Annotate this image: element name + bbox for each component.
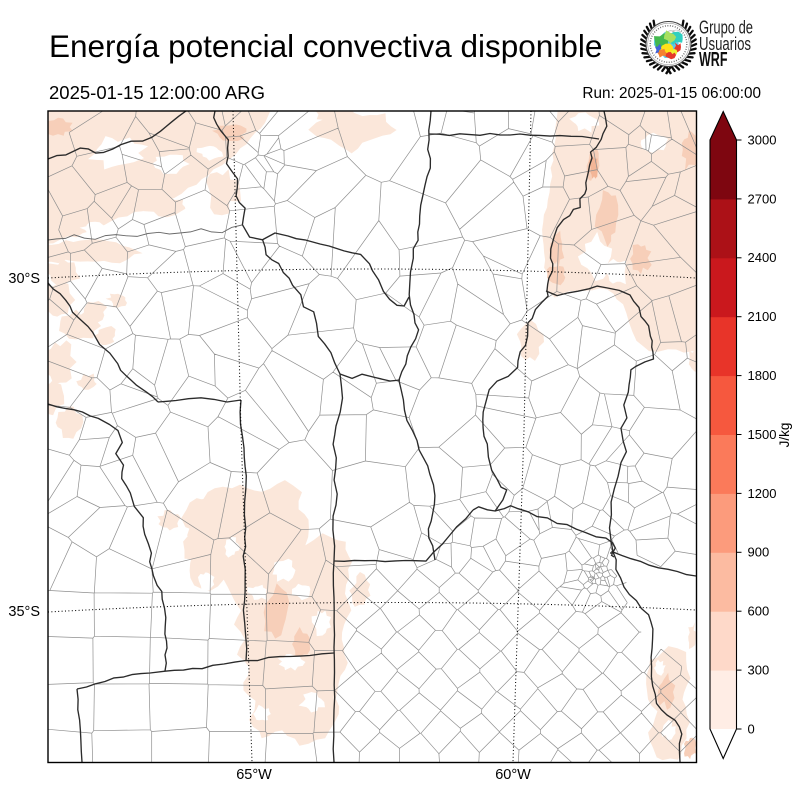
svg-text:2025-01-15 12:00:00 ARG: 2025-01-15 12:00:00 ARG bbox=[49, 82, 265, 103]
svg-text:WRF: WRF bbox=[699, 49, 728, 71]
svg-text:600: 600 bbox=[748, 604, 770, 619]
svg-text:2400: 2400 bbox=[748, 250, 777, 265]
svg-text:30°S: 30°S bbox=[8, 271, 40, 287]
svg-text:3000: 3000 bbox=[748, 132, 777, 147]
svg-text:65°W: 65°W bbox=[236, 767, 272, 783]
svg-text:Run: 2025-01-15 06:00:00: Run: 2025-01-15 06:00:00 bbox=[582, 85, 761, 102]
svg-text:300: 300 bbox=[748, 663, 770, 678]
svg-text:1200: 1200 bbox=[748, 486, 777, 501]
svg-text:Energía potencial convectiva d: Energía potencial convectiva disponible bbox=[49, 28, 602, 64]
svg-text:2100: 2100 bbox=[748, 309, 777, 324]
svg-text:Usuarios: Usuarios bbox=[699, 34, 751, 54]
svg-text:J/kg: J/kg bbox=[777, 423, 792, 448]
svg-text:0: 0 bbox=[748, 721, 755, 736]
svg-text:900: 900 bbox=[748, 545, 770, 560]
svg-text:35°S: 35°S bbox=[8, 604, 40, 620]
svg-text:Grupo de: Grupo de bbox=[699, 18, 753, 38]
svg-text:2700: 2700 bbox=[748, 191, 777, 206]
svg-text:1500: 1500 bbox=[748, 427, 777, 442]
svg-text:1800: 1800 bbox=[748, 368, 777, 383]
svg-text:60°W: 60°W bbox=[495, 767, 531, 783]
